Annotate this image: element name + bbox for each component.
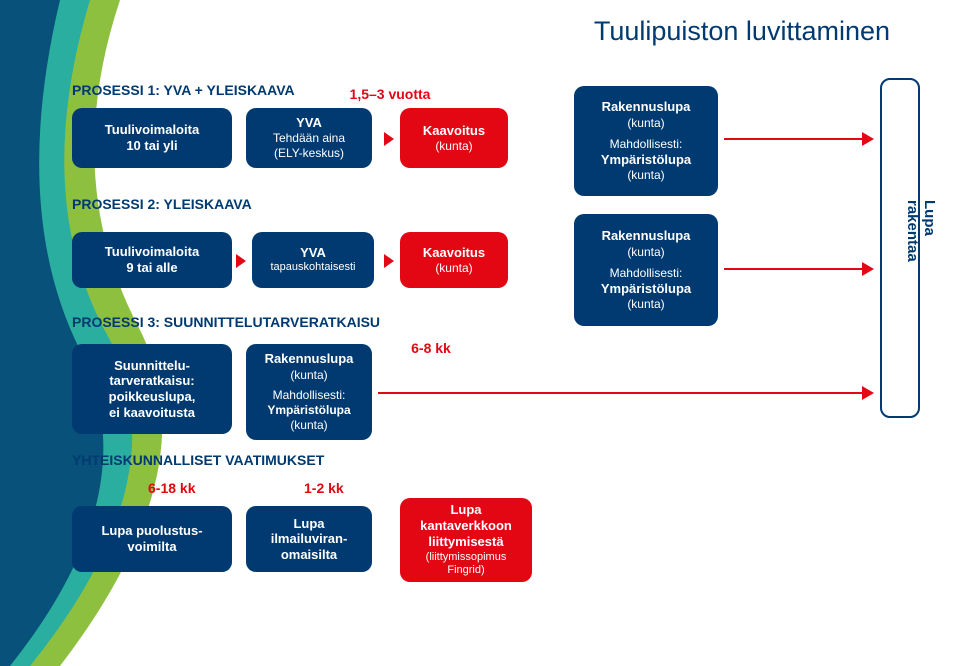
t: (kunta) <box>290 368 327 383</box>
box-p3-rak: Rakennuslupa (kunta) Mahdollisesti: Ympä… <box>246 344 372 440</box>
t: (kunta) <box>627 297 664 312</box>
arrow-long-top <box>724 138 864 140</box>
t: Ympäristölupa <box>601 281 691 297</box>
duration-mid: Ilman YVA:a noin vuosi <box>334 196 454 226</box>
heading-yhteis: YHTEISKUNNALLISET VAATIMUKSET <box>72 452 324 468</box>
t: Suunnittelu- tarveratkaisu: poikkeuslupa… <box>109 358 196 420</box>
t: (kunta) <box>627 116 664 131</box>
arrow-icon <box>384 254 394 268</box>
page-title: Tuulipuiston luvittaminen <box>594 16 890 47</box>
t: (kunta) <box>627 245 664 260</box>
t: (ELY-keskus) <box>274 146 344 161</box>
t: YVA <box>300 245 326 261</box>
arrow-icon <box>236 254 246 268</box>
t: Kaavoitus <box>423 123 485 139</box>
t: Ympäristölupa <box>601 152 691 168</box>
t: kantaverkkoon <box>420 518 512 534</box>
box-right-top: Rakennuslupa (kunta) Mahdollisesti: Ympä… <box>574 86 718 196</box>
arrow-long-p3 <box>378 392 864 394</box>
box-p3-left: Suunnittelu- tarveratkaisu: poikkeuslupa… <box>72 344 232 434</box>
text: Tuulivoimaloita 10 tai yli <box>105 122 199 153</box>
t: Rakennuslupa <box>602 228 691 244</box>
box-p1-yva: YVA Tehdään aina (ELY-keskus) <box>246 108 372 168</box>
t: (kunta) <box>435 261 472 275</box>
t: Rakennuslupa <box>265 351 354 367</box>
t: (kunta) <box>435 139 472 153</box>
t: Ympäristölupa <box>267 403 350 418</box>
duration-p3: 6-8 kk <box>396 340 466 356</box>
t: Tuulivoimaloita 9 tai alle <box>105 244 199 275</box>
box-p2-kaavoitus: Kaavoitus (kunta) <box>400 232 508 288</box>
t: liittymisestä <box>428 534 503 550</box>
box-bottom-left: Lupa puolustus- voimilta <box>72 506 232 572</box>
t: (liittymissopimus <box>426 551 507 565</box>
box-bottom-right: Lupa kantaverkkoon liittymisestä (liitty… <box>400 498 532 582</box>
arrow-long-mid <box>724 268 864 270</box>
t: YVA <box>296 115 322 131</box>
dur1: 6-18 kk <box>148 480 195 496</box>
heading-p1: PROSESSI 1: YVA + YLEISKAAVA <box>72 82 295 98</box>
arrow-icon <box>384 132 394 146</box>
t: Rakennuslupa <box>602 99 691 115</box>
t: Mahdollisesti: <box>610 266 683 281</box>
t: Lupa puolustus- voimilta <box>101 523 202 554</box>
box-bottom-mid: Lupa ilmailuviran- omaisilta <box>246 506 372 572</box>
t: Lupa ilmailuviran- omaisilta <box>271 516 348 563</box>
heading-p2: PROSESSI 2: YLEISKAAVA <box>72 196 252 212</box>
t: Fingrid) <box>447 564 484 578</box>
box-p1-left: Tuulivoimaloita 10 tai yli <box>72 108 232 168</box>
dur3: 12-18 kk <box>438 480 493 496</box>
box-right-mid: Rakennuslupa (kunta) Mahdollisesti: Ympä… <box>574 214 718 326</box>
heading-p3: PROSESSI 3: SUUNNITTELUTARVERATKAISU <box>72 314 380 330</box>
box-p1-kaavoitus: Kaavoitus (kunta) <box>400 108 508 168</box>
dur2: 1-2 kk <box>304 480 344 496</box>
t: Tehdään aina <box>273 131 345 146</box>
side-label: Lupa rakentaa <box>904 200 938 262</box>
t: Mahdollisesti: <box>610 137 683 152</box>
t: (kunta) <box>627 168 664 183</box>
t: Mahdollisesti: <box>273 388 346 403</box>
box-p2-left: Tuulivoimaloita 9 tai alle <box>72 232 232 288</box>
box-p2-yva: YVA tapauskohtaisesti <box>252 232 374 288</box>
t: Kaavoitus <box>423 245 485 261</box>
duration-top: 1,5–3 vuotta <box>330 86 450 102</box>
t: tapauskohtaisesti <box>271 261 356 275</box>
t: Lupa <box>450 502 481 518</box>
t: (kunta) <box>290 418 327 433</box>
